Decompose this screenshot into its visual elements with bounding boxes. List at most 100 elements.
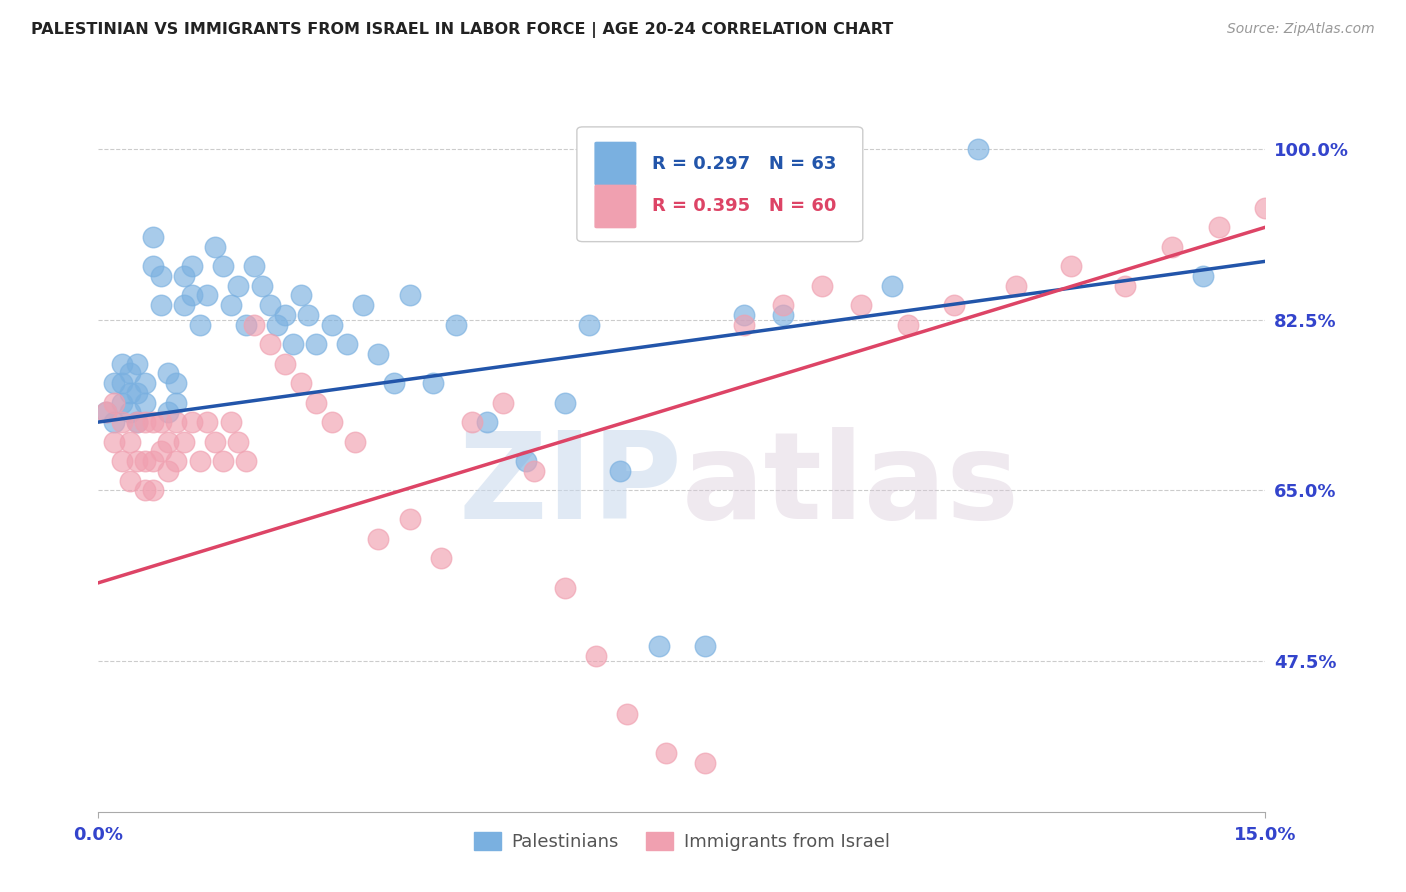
Point — [142, 483, 165, 498]
Point — [281, 337, 304, 351]
Point — [321, 318, 343, 332]
Point — [1254, 201, 1277, 215]
Point — [477, 415, 499, 429]
Point — [344, 434, 367, 449]
Point — [142, 230, 165, 244]
Point — [554, 581, 576, 595]
Point — [554, 395, 576, 409]
FancyBboxPatch shape — [576, 127, 863, 242]
Point — [446, 318, 468, 332]
Point — [695, 756, 717, 770]
Point — [827, 142, 849, 156]
Point — [204, 434, 226, 449]
Point — [243, 259, 266, 273]
Point — [127, 415, 149, 429]
Point — [616, 707, 638, 722]
Legend: Palestinians, Immigrants from Israel: Palestinians, Immigrants from Israel — [467, 824, 897, 858]
Text: atlas: atlas — [682, 427, 1019, 544]
Point — [228, 278, 250, 293]
Point — [695, 639, 717, 653]
Point — [173, 434, 195, 449]
Point — [188, 318, 211, 332]
Point — [195, 415, 218, 429]
Point — [219, 298, 242, 312]
Point — [127, 385, 149, 400]
Point — [134, 415, 156, 429]
Point — [127, 415, 149, 429]
Point — [849, 298, 872, 312]
Point — [235, 454, 257, 468]
Point — [149, 444, 172, 458]
Point — [165, 454, 187, 468]
Point — [585, 648, 607, 663]
Point — [896, 318, 918, 332]
Point — [103, 434, 125, 449]
Point — [811, 278, 834, 293]
Point — [157, 434, 180, 449]
Text: R = 0.395   N = 60: R = 0.395 N = 60 — [651, 197, 837, 216]
Point — [188, 454, 211, 468]
FancyBboxPatch shape — [595, 142, 637, 186]
Point — [367, 347, 389, 361]
Point — [118, 474, 141, 488]
Point — [1161, 240, 1184, 254]
Point — [157, 464, 180, 478]
Point — [142, 415, 165, 429]
Point — [382, 376, 405, 390]
Point — [180, 259, 202, 273]
Point — [111, 395, 134, 409]
Point — [173, 268, 195, 283]
Point — [219, 415, 242, 429]
Point — [111, 454, 134, 468]
Point — [609, 464, 631, 478]
Point — [274, 308, 297, 322]
Point — [297, 308, 319, 322]
Point — [111, 376, 134, 390]
Point — [235, 318, 257, 332]
Point — [157, 405, 180, 419]
Point — [772, 298, 794, 312]
Point — [966, 142, 988, 156]
Text: Source: ZipAtlas.com: Source: ZipAtlas.com — [1227, 22, 1375, 37]
Point — [398, 288, 420, 302]
Point — [149, 268, 172, 283]
Point — [96, 405, 118, 419]
Point — [228, 434, 250, 449]
Point — [96, 405, 118, 419]
Point — [290, 376, 312, 390]
Text: R = 0.297   N = 63: R = 0.297 N = 63 — [651, 154, 837, 172]
Point — [336, 337, 359, 351]
Point — [1005, 278, 1028, 293]
Point — [127, 357, 149, 371]
Point — [266, 318, 288, 332]
Point — [1114, 278, 1136, 293]
Point — [142, 454, 165, 468]
Point — [943, 298, 966, 312]
Point — [103, 415, 125, 429]
Point — [111, 415, 134, 429]
Point — [134, 395, 156, 409]
Point — [149, 298, 172, 312]
Point — [243, 318, 266, 332]
Point — [1208, 220, 1230, 235]
Point — [157, 367, 180, 381]
Point — [250, 278, 273, 293]
Point — [321, 415, 343, 429]
Text: PALESTINIAN VS IMMIGRANTS FROM ISRAEL IN LABOR FORCE | AGE 20-24 CORRELATION CHA: PALESTINIAN VS IMMIGRANTS FROM ISRAEL IN… — [31, 22, 893, 38]
Point — [1192, 268, 1215, 283]
Point — [274, 357, 297, 371]
Point — [212, 454, 235, 468]
Text: ZIP: ZIP — [458, 427, 682, 544]
Point — [134, 454, 156, 468]
Point — [204, 240, 226, 254]
Point — [103, 376, 125, 390]
Point — [305, 395, 328, 409]
Point — [165, 415, 187, 429]
Point — [655, 746, 678, 760]
Point — [195, 288, 218, 302]
Point — [212, 259, 235, 273]
Point — [880, 278, 903, 293]
Point — [118, 434, 141, 449]
Point — [367, 532, 389, 546]
Point — [127, 454, 149, 468]
